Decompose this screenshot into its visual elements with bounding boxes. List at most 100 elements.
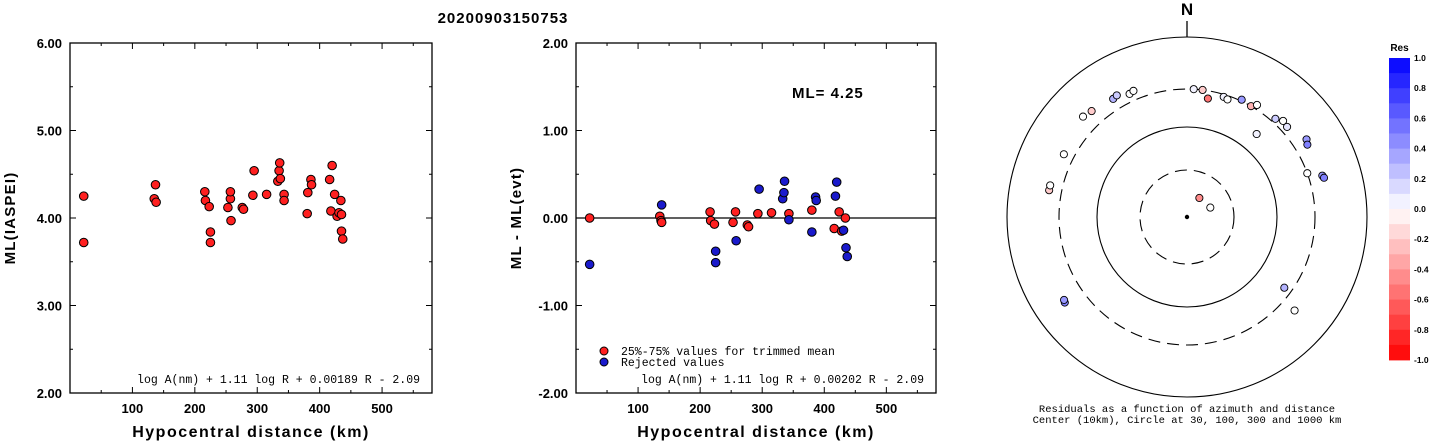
- data-point: [336, 209, 347, 220]
- data-point: [248, 190, 258, 201]
- data-point: [302, 187, 313, 198]
- data-point: [204, 201, 214, 212]
- y-tick-label: 2.00: [37, 386, 62, 401]
- data-point: [656, 217, 667, 228]
- data-point: [807, 227, 817, 237]
- data-point: [275, 173, 286, 184]
- station-marker: [1237, 95, 1246, 104]
- legend-label: 25%-75% values for trimmed mean: [621, 346, 835, 359]
- data-point: [226, 215, 236, 226]
- figure-title: 20200903150753: [438, 10, 569, 27]
- ml-residual-panel: 100 200 300 400 500 -2.00 -1.00 0.00 1.00 2.00 Hyp…: [508, 36, 937, 441]
- colorbar-tick-label: -0.2: [1414, 234, 1429, 244]
- distance-ring-300km: [1058, 88, 1316, 346]
- azimuth-distance-panel: N Residuals as a function of azimuth and …: [1006, 0, 1429, 427]
- data-point: [274, 158, 285, 168]
- data-point: [225, 186, 236, 197]
- x-tick-label: 300: [751, 401, 773, 416]
- colorbar-tick-label: 0.6: [1414, 113, 1426, 123]
- colorbar-segment: [1389, 239, 1410, 255]
- data-point: [274, 165, 284, 176]
- data-point: [238, 204, 249, 215]
- data-point: [831, 177, 842, 187]
- station-marker: [1252, 129, 1261, 139]
- x-tick-label: 400: [813, 401, 835, 416]
- epicenter-marker: [1184, 214, 1190, 220]
- data-point: [830, 191, 841, 201]
- colorbar-tick-label: 0.2: [1414, 174, 1426, 184]
- data-point: [766, 207, 777, 218]
- colorbar-segment: [1389, 269, 1410, 285]
- colorbar-tick-label: 0.0: [1414, 204, 1426, 214]
- data-point: [78, 191, 89, 201]
- data-point: [779, 187, 789, 198]
- colorbar-segment: [1389, 314, 1410, 331]
- colorbar-segment: [1389, 344, 1410, 361]
- station-marker: [1195, 193, 1204, 203]
- station-marker: [1206, 203, 1215, 212]
- station-marker: [1280, 283, 1289, 292]
- caption-line2: Center (10km), Circle at 30, 100, 300 an…: [1033, 415, 1342, 427]
- colorbar-segment: [1389, 284, 1410, 300]
- colorbar-title: Res: [1390, 43, 1409, 54]
- station-marker: [1252, 100, 1262, 110]
- y-tick-label: 3.00: [37, 299, 62, 314]
- legend-marker: [599, 357, 609, 367]
- data-point: [807, 205, 817, 215]
- y-tick-label: -1.00: [538, 299, 568, 314]
- data-point: [838, 225, 849, 236]
- data-point: [205, 237, 216, 248]
- station-marker: [1290, 306, 1299, 315]
- ml-iaspei-panel: 100 200 300 400 500 2.00 3.00 4.00 5.00 6.00 Hypoc…: [2, 36, 433, 441]
- data-point: [205, 227, 216, 237]
- x-tick-label: 100: [122, 401, 144, 416]
- data-point: [811, 195, 822, 206]
- data-point: [336, 195, 346, 206]
- x-tick-label: 500: [875, 401, 897, 416]
- data-point: [731, 235, 741, 246]
- data-point: [324, 174, 335, 185]
- legend-label: Rejected values: [621, 357, 725, 370]
- colorbar-tick-label: 0.4: [1414, 144, 1426, 154]
- colorbar-segment: [1389, 209, 1410, 225]
- colorbar-tick-label: -1.0: [1414, 355, 1429, 365]
- colorbar-tick-label: -0.8: [1414, 325, 1429, 335]
- y-tick-label: 0.00: [543, 211, 568, 226]
- data-point: [584, 213, 595, 223]
- data-point: [710, 246, 721, 257]
- station-marker: [1078, 112, 1088, 121]
- colorbar-segment: [1389, 329, 1410, 346]
- data-point: [151, 197, 161, 208]
- data-point: [656, 200, 667, 210]
- station-marker: [1189, 85, 1198, 94]
- data-point: [705, 207, 715, 217]
- formula-label: log A(nm) + 1.11 log R + 0.00202 R - 2.0…: [641, 374, 924, 387]
- colorbar-segment: [1389, 73, 1410, 89]
- colorbar-tick-label: -0.4: [1414, 264, 1429, 274]
- colorbar-segment: [1389, 193, 1410, 210]
- station-marker: [1271, 114, 1280, 123]
- x-tick-label: 500: [371, 401, 393, 416]
- x-tick-label: 400: [309, 401, 331, 416]
- data-point: [709, 219, 720, 229]
- station-marker: [1303, 140, 1312, 149]
- y-axis-label: ML - ML(evt): [508, 167, 525, 269]
- data-point: [730, 207, 741, 217]
- data-point: [710, 257, 721, 268]
- x-tick-label: 200: [184, 401, 206, 416]
- x-axis-label: Hypocentral distance (km): [132, 424, 370, 441]
- data-point: [261, 189, 272, 200]
- colorbar-segment: [1389, 163, 1410, 180]
- ml-annotation: ML= 4.25: [792, 85, 864, 102]
- data-point: [779, 176, 790, 187]
- data-point: [200, 186, 210, 197]
- data-point: [840, 213, 851, 223]
- station-marker: [1112, 91, 1121, 100]
- distance-ring-30km: [1139, 169, 1235, 265]
- station-marker: [1059, 150, 1068, 159]
- station-marker: [1279, 116, 1288, 125]
- data-point: [728, 217, 738, 228]
- data-point: [223, 202, 233, 213]
- colorbar-segment: [1389, 299, 1410, 316]
